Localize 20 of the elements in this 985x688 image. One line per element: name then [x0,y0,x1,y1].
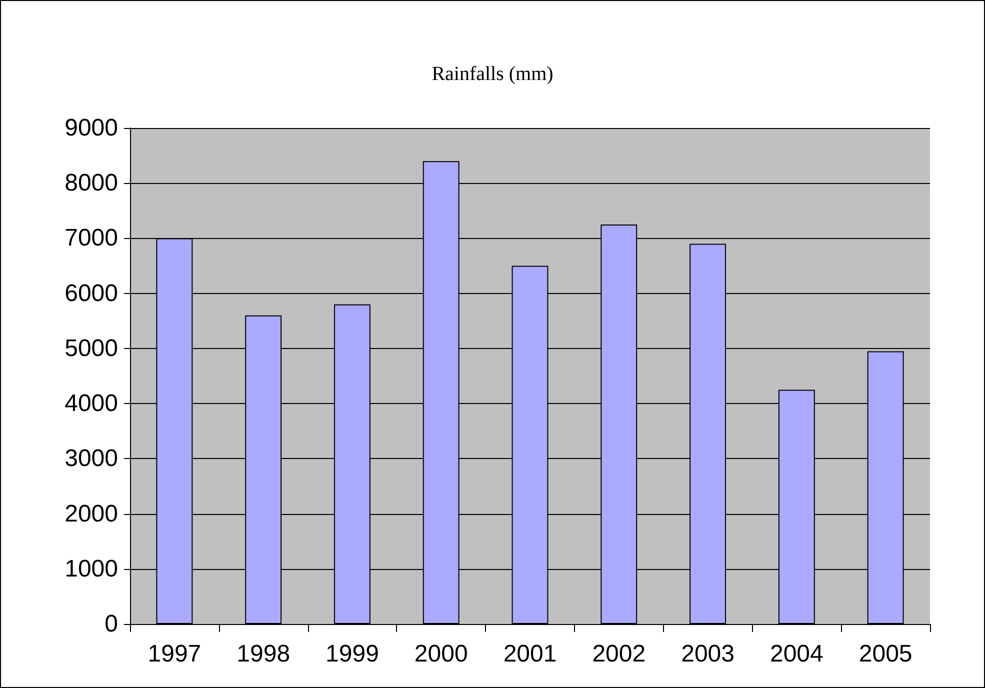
y-tick-label: 0 [104,610,118,638]
x-tick-label: 1998 [236,640,290,668]
y-tick-label: 5000 [64,334,118,362]
x-tick-label: 2005 [858,640,912,668]
x-tick-label: 1997 [148,640,202,668]
y-tick-label: 8000 [64,170,118,197]
x-tick-label: 2000 [414,640,468,668]
chart-title: Rainfalls (mm) [432,63,554,85]
x-tick-label: 2003 [681,640,734,668]
y-tick-label: 2000 [64,500,118,528]
y-tick-label: 4000 [64,390,118,418]
x-tick-label: 2002 [592,640,646,668]
y-tick-label: 7000 [64,224,118,252]
y-tick-label: 1000 [64,555,118,582]
x-tick-label: 1999 [326,640,379,668]
y-tick-label: 6000 [64,280,118,307]
y-tick-label: 3000 [64,445,118,472]
x-tick-label: 2001 [503,640,557,668]
x-tick-label: 2004 [770,640,824,668]
y-tick-label: 9000 [64,114,118,142]
